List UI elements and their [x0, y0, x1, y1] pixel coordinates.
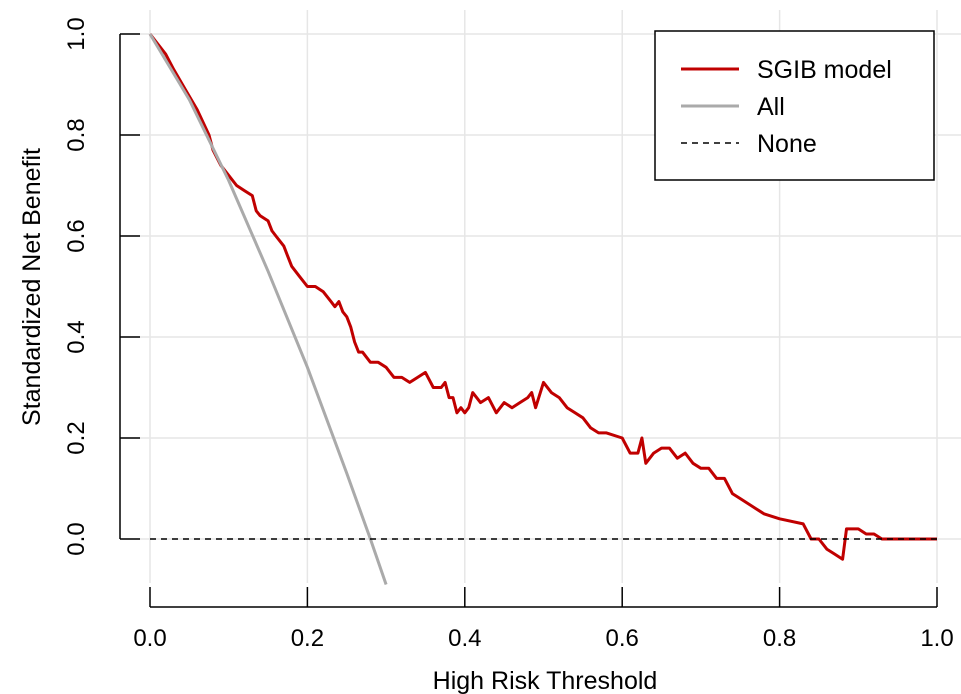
x-tick-label-2: 0.4 [448, 625, 481, 652]
legend-label-none: None [757, 130, 817, 158]
y-tick-label-5: 1.0 [63, 17, 90, 50]
legend: SGIB model All None [655, 31, 934, 180]
y-tick-label-2: 0.4 [63, 320, 90, 353]
y-tick-label-1: 0.2 [63, 421, 90, 454]
x-tick-label-3: 0.6 [606, 625, 639, 652]
y-tick-label-3: 0.6 [63, 219, 90, 252]
series-line-all [150, 34, 386, 585]
y-tick-label-4: 0.8 [63, 118, 90, 151]
x-tick-label-4: 0.8 [763, 625, 796, 652]
y-axis-title: Standardized Net Benefit [18, 148, 46, 426]
y-tick-label-0: 0.0 [63, 522, 90, 555]
x-tick-label-5: 1.0 [920, 625, 953, 652]
x-tick-label-0: 0.0 [133, 625, 166, 652]
x-axis-title: High Risk Threshold [433, 667, 658, 694]
legend-label-sgib-model: SGIB model [757, 56, 892, 84]
x-tick-label-1: 0.2 [291, 625, 324, 652]
legend-label-all: All [757, 93, 785, 121]
